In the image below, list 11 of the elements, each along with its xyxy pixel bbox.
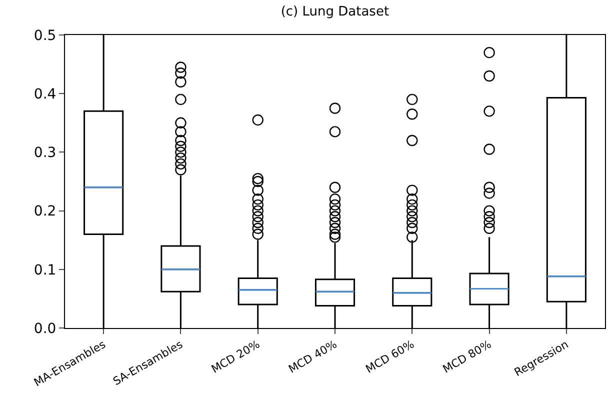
y-tick-label: 0.2: [34, 204, 56, 220]
x-tick-label: MCD 80%: [440, 338, 494, 376]
x-tick-label: MCD 60%: [363, 338, 416, 376]
y-tick-label: 0.4: [34, 86, 56, 102]
x-tick-label: MCD 20%: [209, 338, 262, 376]
y-tick-label: 0.0: [34, 320, 56, 337]
y-tick-label: 0.3: [34, 145, 56, 162]
x-tick-label: MCD 40%: [286, 338, 340, 376]
chart-title: (c) Lung Dataset: [280, 4, 390, 20]
y-tick-label: 0.1: [34, 262, 56, 278]
y-tick-label: 0.5: [34, 28, 56, 44]
